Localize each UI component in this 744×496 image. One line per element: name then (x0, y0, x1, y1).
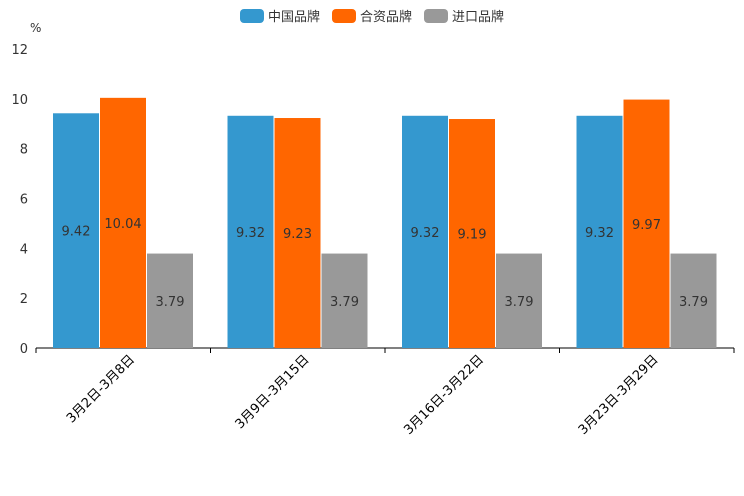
legend-item-import[interactable]: 进口品牌 (424, 6, 504, 25)
bar-0-0 (53, 113, 99, 348)
bar-2-2 (496, 253, 542, 348)
legend-label: 合资品牌 (359, 10, 412, 25)
bar-2-3 (670, 253, 717, 348)
legend-label: 中国品牌 (267, 10, 320, 25)
bar-0-2 (402, 115, 448, 348)
data-label: 10.04 (104, 217, 141, 232)
legend-label: 进口品牌 (452, 10, 505, 25)
y-tick-label: 0 (20, 342, 28, 357)
x-tick-label: 3月23日-3月29日 (576, 352, 662, 438)
chart-legend: 中国品牌 合资品牌 进口品牌 (0, 6, 744, 25)
y-tick-label: 6 (20, 193, 28, 208)
y-tick-label: 12 (11, 43, 28, 58)
y-tick-label: 10 (11, 93, 28, 108)
bar-2-0 (147, 253, 193, 348)
data-label: 3.79 (156, 295, 185, 310)
data-label: 9.19 (458, 228, 487, 243)
legend-item-jv[interactable]: 合资品牌 (331, 6, 412, 25)
bar-0-1 (227, 115, 274, 348)
legend-item-china[interactable]: 中国品牌 (239, 6, 320, 25)
bar-1-0 (100, 97, 146, 348)
data-label: 9.32 (585, 226, 614, 241)
y-tick-label: 4 (20, 242, 28, 257)
data-label: 9.32 (236, 226, 265, 241)
y-axis-unit: % (30, 21, 42, 35)
bar-0-3 (576, 115, 623, 348)
data-label: 9.42 (62, 225, 91, 240)
data-label: 9.23 (283, 227, 312, 242)
data-label: 3.79 (505, 295, 534, 310)
legend-swatch (331, 8, 356, 23)
y-tick-label: 8 (20, 143, 28, 158)
bar-1-3 (623, 99, 670, 348)
y-tick-label: 2 (20, 292, 28, 307)
data-label: 3.79 (330, 295, 359, 310)
x-tick-label: 3月16日-3月22日 (401, 352, 487, 438)
data-label: 3.79 (679, 295, 708, 310)
bar-1-2 (449, 119, 495, 348)
legend-swatch (424, 8, 448, 23)
bar-1-1 (274, 118, 321, 348)
legend-swatch (239, 8, 264, 23)
data-label: 9.32 (411, 226, 440, 241)
bar-2-1 (321, 253, 368, 348)
x-tick-label: 3月9日-3月15日 (233, 352, 313, 432)
data-label: 9.97 (632, 218, 661, 233)
x-tick-label: 3月2日-3月8日 (64, 352, 138, 426)
